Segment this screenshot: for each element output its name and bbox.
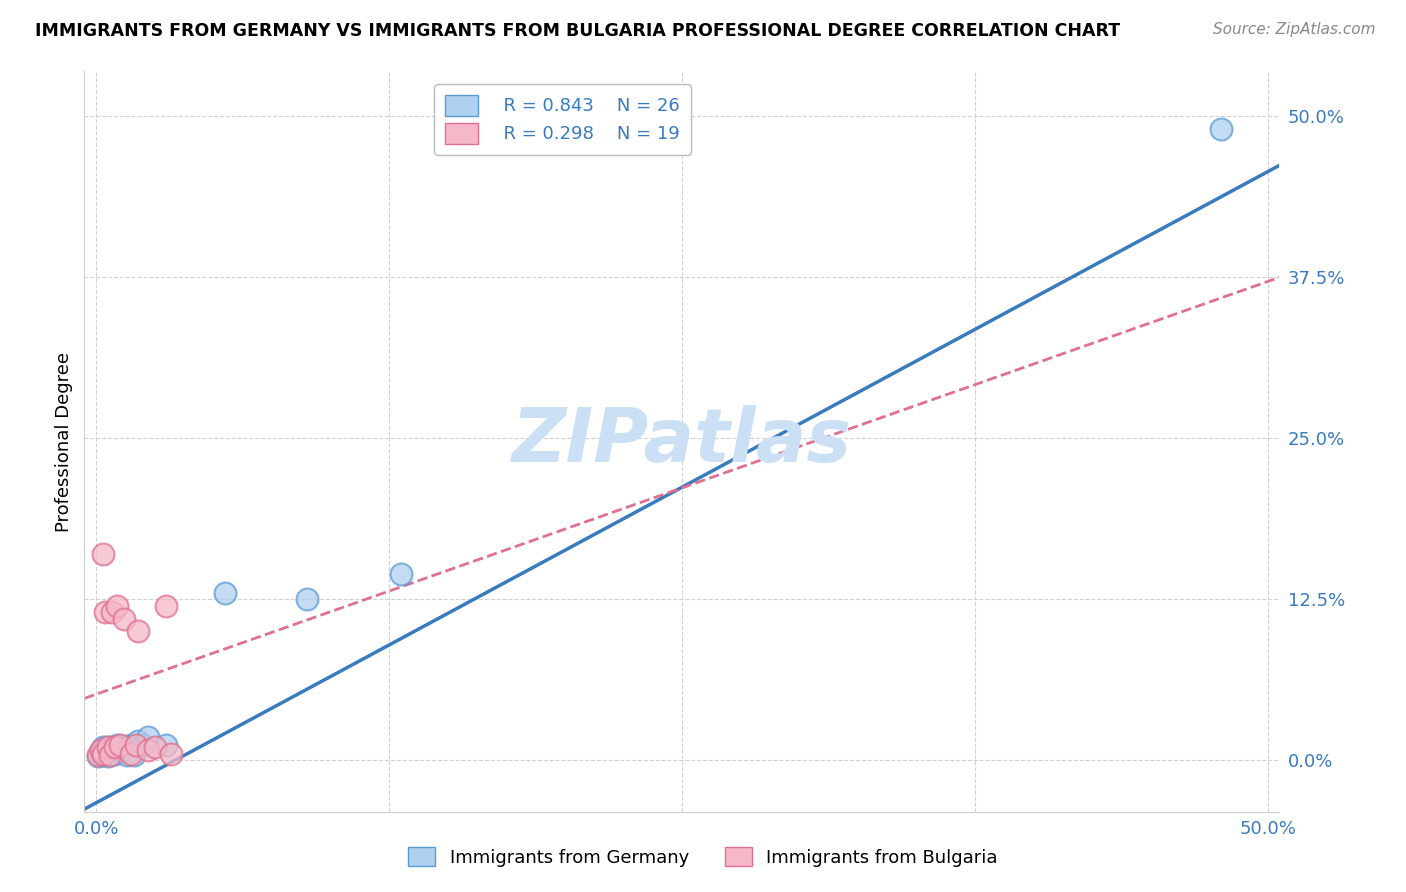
Legend:   R = 0.843    N = 26,   R = 0.298    N = 19: R = 0.843 N = 26, R = 0.298 N = 19 xyxy=(434,84,690,154)
Point xyxy=(108,738,131,752)
Point xyxy=(120,747,142,761)
Y-axis label: Professional Degree: Professional Degree xyxy=(55,351,73,532)
Point xyxy=(97,740,120,755)
Point xyxy=(1209,122,1232,136)
Point xyxy=(87,747,110,762)
Point xyxy=(91,740,114,755)
Point xyxy=(120,738,142,752)
Point xyxy=(101,605,124,619)
Point xyxy=(90,743,112,757)
Point xyxy=(112,611,135,625)
Point xyxy=(136,730,159,744)
Point xyxy=(108,744,131,758)
Point xyxy=(125,738,148,752)
Point xyxy=(104,747,127,761)
Point xyxy=(214,586,236,600)
Point xyxy=(97,740,120,755)
Point xyxy=(389,566,412,581)
Text: IMMIGRANTS FROM GERMANY VS IMMIGRANTS FROM BULGARIA PROFESSIONAL DEGREE CORRELAT: IMMIGRANTS FROM GERMANY VS IMMIGRANTS FR… xyxy=(35,22,1121,40)
Point xyxy=(295,592,318,607)
Point xyxy=(127,734,149,748)
Point xyxy=(91,747,114,762)
Point xyxy=(97,749,120,764)
Point xyxy=(127,624,149,639)
Point xyxy=(136,743,159,757)
Point xyxy=(90,743,112,757)
Point xyxy=(90,747,112,761)
Text: ZIPatlas: ZIPatlas xyxy=(512,405,852,478)
Point xyxy=(115,747,138,762)
Point xyxy=(105,738,128,752)
Point xyxy=(160,747,183,761)
Text: Source: ZipAtlas.com: Source: ZipAtlas.com xyxy=(1212,22,1375,37)
Point xyxy=(98,744,121,758)
Point xyxy=(101,741,124,756)
Point xyxy=(104,740,127,755)
Point xyxy=(87,749,110,764)
Point xyxy=(155,738,177,752)
Point xyxy=(94,605,117,619)
Point xyxy=(132,738,155,752)
Point xyxy=(91,547,114,561)
Point xyxy=(122,747,145,762)
Point xyxy=(155,599,177,613)
Point xyxy=(143,740,166,755)
Point xyxy=(112,740,135,755)
Point xyxy=(91,747,114,761)
Point xyxy=(94,746,117,760)
Point xyxy=(98,747,121,762)
Point xyxy=(94,743,117,757)
Legend: Immigrants from Germany, Immigrants from Bulgaria: Immigrants from Germany, Immigrants from… xyxy=(401,840,1005,874)
Point xyxy=(105,599,128,613)
